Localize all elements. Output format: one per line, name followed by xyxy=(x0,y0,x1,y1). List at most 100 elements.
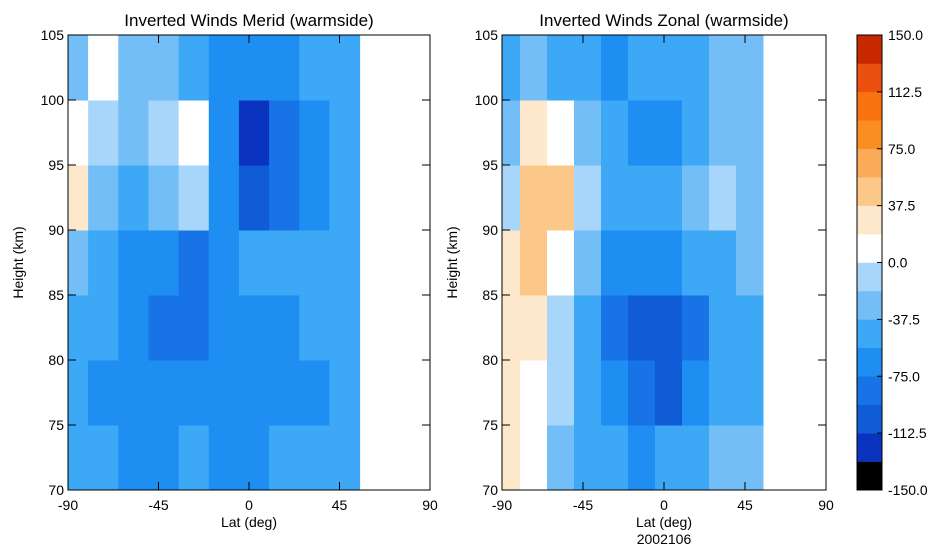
contour-cell xyxy=(178,165,210,231)
colorbar-bin xyxy=(857,177,882,206)
contour-cell xyxy=(329,165,361,231)
contour-cell xyxy=(709,165,737,231)
colorbar-bin xyxy=(857,148,882,178)
y-axis-label: Height (km) xyxy=(444,226,460,298)
x-axis-label: Lat (deg) xyxy=(636,514,692,530)
contour-cell xyxy=(68,35,89,101)
x-tick-label: 0 xyxy=(660,497,668,513)
colorbar-tick-label: -112.5 xyxy=(888,425,927,441)
contour-cell xyxy=(655,35,683,101)
y-tick-label: 75 xyxy=(48,417,64,433)
contour-cell xyxy=(148,100,180,166)
contour-cell xyxy=(148,360,180,426)
x-tick-label: 90 xyxy=(818,497,834,513)
x-axis-label: Lat (deg) xyxy=(221,514,277,530)
contour-cell xyxy=(329,425,361,490)
contour-cell xyxy=(329,295,361,361)
colorbar-bin xyxy=(857,234,882,263)
contour-cell xyxy=(574,360,602,426)
contour-cell xyxy=(574,35,602,101)
contour-cell xyxy=(736,425,764,490)
contour-cell xyxy=(736,165,764,231)
contour-cell xyxy=(502,100,521,166)
contour-cell xyxy=(628,425,656,490)
contour-cell xyxy=(208,100,240,166)
contour-cell xyxy=(547,100,575,166)
x-tick-label: -45 xyxy=(573,497,593,513)
contour-cell xyxy=(520,35,548,101)
colorbar-bin xyxy=(857,376,882,405)
contour-cell xyxy=(208,35,240,101)
contour-cell xyxy=(68,295,89,361)
contour-cell xyxy=(547,165,575,231)
colorbar-tick-label: 37.5 xyxy=(888,198,915,214)
contour-cell xyxy=(574,425,602,490)
contour-cell xyxy=(148,165,180,231)
contour-cell xyxy=(655,425,683,490)
contour-cell xyxy=(299,295,330,361)
colorbar-tick-label: 0.0 xyxy=(888,255,908,271)
contour-cell xyxy=(520,230,548,296)
contour-cell xyxy=(299,35,330,101)
contour-cell xyxy=(547,360,575,426)
contour-cell xyxy=(520,165,548,231)
contour-cell xyxy=(118,425,149,490)
colorbar-bin xyxy=(857,347,882,377)
contour-cell xyxy=(655,100,683,166)
contour-cell xyxy=(329,100,361,166)
contour-cell xyxy=(329,360,361,426)
contour-cell xyxy=(601,295,629,361)
y-axis-label: Height (km) xyxy=(10,226,26,298)
contour-cell xyxy=(736,295,764,361)
contour-cell xyxy=(682,100,710,166)
contour-cell xyxy=(574,100,602,166)
contour-cell xyxy=(118,100,149,166)
contour-cell xyxy=(68,100,89,166)
contour-cell xyxy=(148,35,180,101)
contour-cell xyxy=(269,295,300,361)
contour-cell xyxy=(269,165,300,231)
contour-cell xyxy=(520,100,548,166)
contour-cell xyxy=(329,230,361,296)
contour-cell xyxy=(88,35,119,101)
contour-cell xyxy=(502,35,521,101)
contour-cell xyxy=(736,360,764,426)
contour-cell xyxy=(238,230,270,296)
contour-field xyxy=(68,35,361,490)
contour-cell xyxy=(601,100,629,166)
contour-cell xyxy=(547,230,575,296)
contour-cell xyxy=(520,425,548,490)
contour-cell xyxy=(655,230,683,296)
contour-cell xyxy=(709,230,737,296)
contour-cell xyxy=(299,425,330,490)
y-tick-label: 70 xyxy=(482,482,498,498)
contour-cell xyxy=(178,35,210,101)
contour-cell xyxy=(682,230,710,296)
contour-cell xyxy=(238,295,270,361)
contour-cell xyxy=(547,35,575,101)
y-tick-label: 105 xyxy=(475,27,499,43)
colorbar-bin xyxy=(857,461,882,491)
contour-cell xyxy=(655,165,683,231)
contour-cell xyxy=(208,360,240,426)
colorbar-bin xyxy=(857,290,882,320)
contour-cell xyxy=(68,360,89,426)
contour-cell xyxy=(178,100,210,166)
y-tick-label: 95 xyxy=(482,157,498,173)
contour-cell xyxy=(299,360,330,426)
contour-cell xyxy=(574,230,602,296)
contour-cell xyxy=(655,295,683,361)
contour-cell xyxy=(736,100,764,166)
y-tick-label: 80 xyxy=(482,352,498,368)
contour-cell xyxy=(547,425,575,490)
colorbar-tick-label: -150.0 xyxy=(888,482,928,498)
colorbar-tick-label: 150.0 xyxy=(888,27,923,43)
contour-cell xyxy=(269,425,300,490)
colorbar-bin xyxy=(857,120,882,150)
y-tick-label: 90 xyxy=(48,222,64,238)
contour-cell xyxy=(502,295,521,361)
contour-cell xyxy=(601,360,629,426)
contour-cell xyxy=(238,425,270,490)
contour-cell xyxy=(736,35,764,101)
contour-cell xyxy=(682,165,710,231)
